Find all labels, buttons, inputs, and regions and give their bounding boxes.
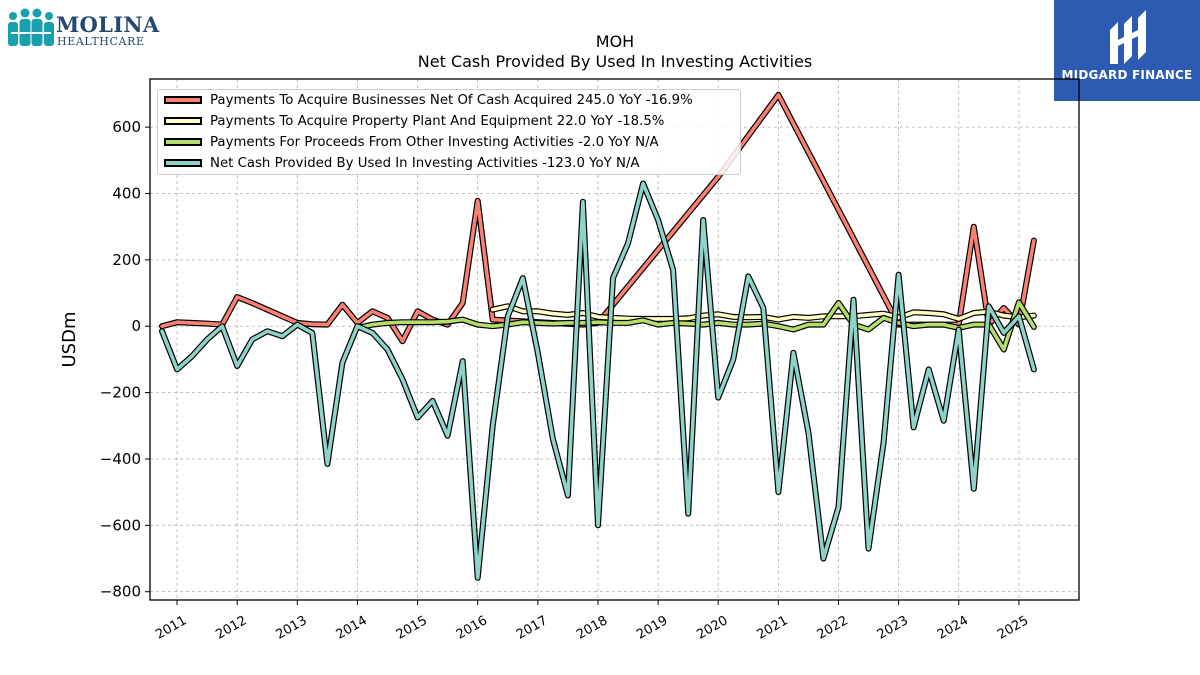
molina-wordmark: MOLINA xyxy=(56,12,160,37)
legend-swatch xyxy=(164,117,202,125)
x-tick-label: 2011 xyxy=(153,613,189,643)
legend-label: Net Cash Provided By Used In Investing A… xyxy=(210,156,640,171)
series-layer xyxy=(159,91,1037,581)
x-tick-label: 2013 xyxy=(273,613,309,643)
x-tick-label: 2023 xyxy=(875,613,911,643)
chart-legend: Payments To Acquire Businesses Net Of Ca… xyxy=(157,89,741,175)
x-tick-label: 2020 xyxy=(694,613,730,643)
midgard-finance-logo: MIDGARD FINANCE xyxy=(1054,0,1200,101)
legend-label: Payments To Acquire Property Plant And E… xyxy=(210,114,665,129)
y-tick-label: −800 xyxy=(100,583,141,601)
y-tick-label: 400 xyxy=(112,184,141,202)
legend-item-property-plant-equipment: Payments To Acquire Property Plant And E… xyxy=(164,112,739,132)
y-tick-label: −600 xyxy=(100,516,141,534)
y-tick-label: −400 xyxy=(100,450,141,468)
plot-area-frame xyxy=(149,78,1080,601)
x-tick-label: 2024 xyxy=(935,613,971,643)
y-tick-label: −200 xyxy=(100,384,141,402)
x-tick-label: 2022 xyxy=(815,613,851,643)
midgard-emblem-icon xyxy=(1110,10,1146,64)
x-tick-label: 2017 xyxy=(514,613,550,643)
y-tick-label: 200 xyxy=(112,251,141,269)
x-tick-label: 2012 xyxy=(213,613,249,643)
chart-subtitle: Net Cash Provided By Used In Investing A… xyxy=(417,52,813,71)
x-tick-label: 2014 xyxy=(334,613,370,643)
x-tick-label: 2021 xyxy=(755,613,791,643)
legend-item-acquire-businesses: Payments To Acquire Businesses Net Of Ca… xyxy=(164,91,739,111)
legend-item-other-investing: Payments For Proceeds From Other Investi… xyxy=(164,133,739,153)
y-tick-label: 600 xyxy=(112,118,141,136)
molina-subtitle: HEALTHCARE xyxy=(57,35,145,48)
midgard-wordmark: MIDGARD FINANCE xyxy=(1061,68,1193,82)
legend-label: Payments For Proceeds From Other Investi… xyxy=(210,135,659,150)
legend-swatch xyxy=(164,159,202,167)
molina-people-icon xyxy=(8,8,54,46)
series-net-cash-provided-by-used-in-investing-activities xyxy=(159,180,1037,581)
legend-swatch xyxy=(164,138,202,146)
y-tick-label: 0 xyxy=(131,317,141,335)
molina-healthcare-logo: MOLINA HEALTHCARE xyxy=(6,6,160,50)
x-tick-label: 2015 xyxy=(394,613,430,643)
x-tick-label: 2018 xyxy=(574,613,610,643)
chart-title: MOH xyxy=(595,32,635,51)
x-tick-label: 2016 xyxy=(454,613,490,643)
legend-label: Payments To Acquire Businesses Net Of Ca… xyxy=(210,93,693,108)
legend-swatch xyxy=(164,96,202,104)
legend-item-net-cash-investing: Net Cash Provided By Used In Investing A… xyxy=(164,154,739,174)
x-tick-label: 2019 xyxy=(634,613,670,643)
y-axis-label: USDm xyxy=(59,312,80,368)
series-line xyxy=(160,181,1036,580)
x-tick-label: 2025 xyxy=(995,613,1031,643)
